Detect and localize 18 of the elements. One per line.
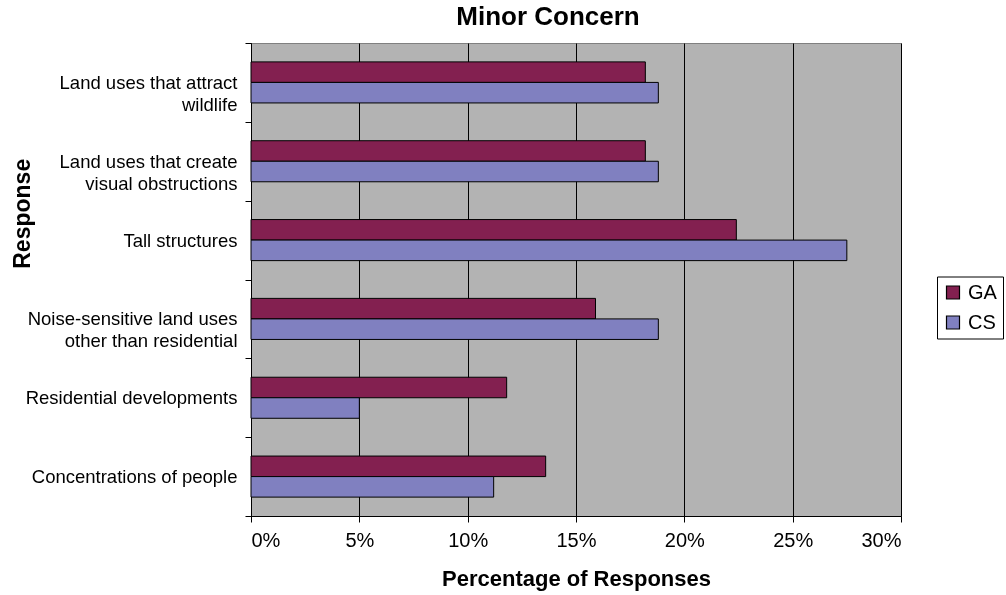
y-tick-label: Concentrations of people [31, 466, 238, 488]
y-tick-label: Land uses that create visual obstructions [59, 150, 238, 194]
x-tick-label: 5% [345, 528, 375, 551]
x-tick-label: 20% [664, 528, 706, 551]
x-tick-label: 30% [861, 528, 902, 551]
legend-label: GA [968, 280, 998, 303]
chart-title: Minor Concern [456, 1, 640, 31]
x-tick-label: 25% [773, 528, 814, 551]
y-axis-title: Response [8, 158, 35, 269]
y-tick-label: Residential developments [25, 387, 238, 409]
y-tick-label: Noise-sensitive land uses other than residential [27, 308, 238, 352]
legend-label: CS [968, 310, 996, 333]
x-tick-label: 0% [251, 528, 281, 551]
x-tick-label: 15% [556, 528, 597, 551]
x-tick-label: 10% [448, 528, 489, 551]
x-axis-title: Percentage of Responses [442, 565, 711, 591]
y-tick-label: Land uses that attract wildlife [59, 71, 238, 115]
y-tick-label: Tall structures [123, 229, 238, 251]
